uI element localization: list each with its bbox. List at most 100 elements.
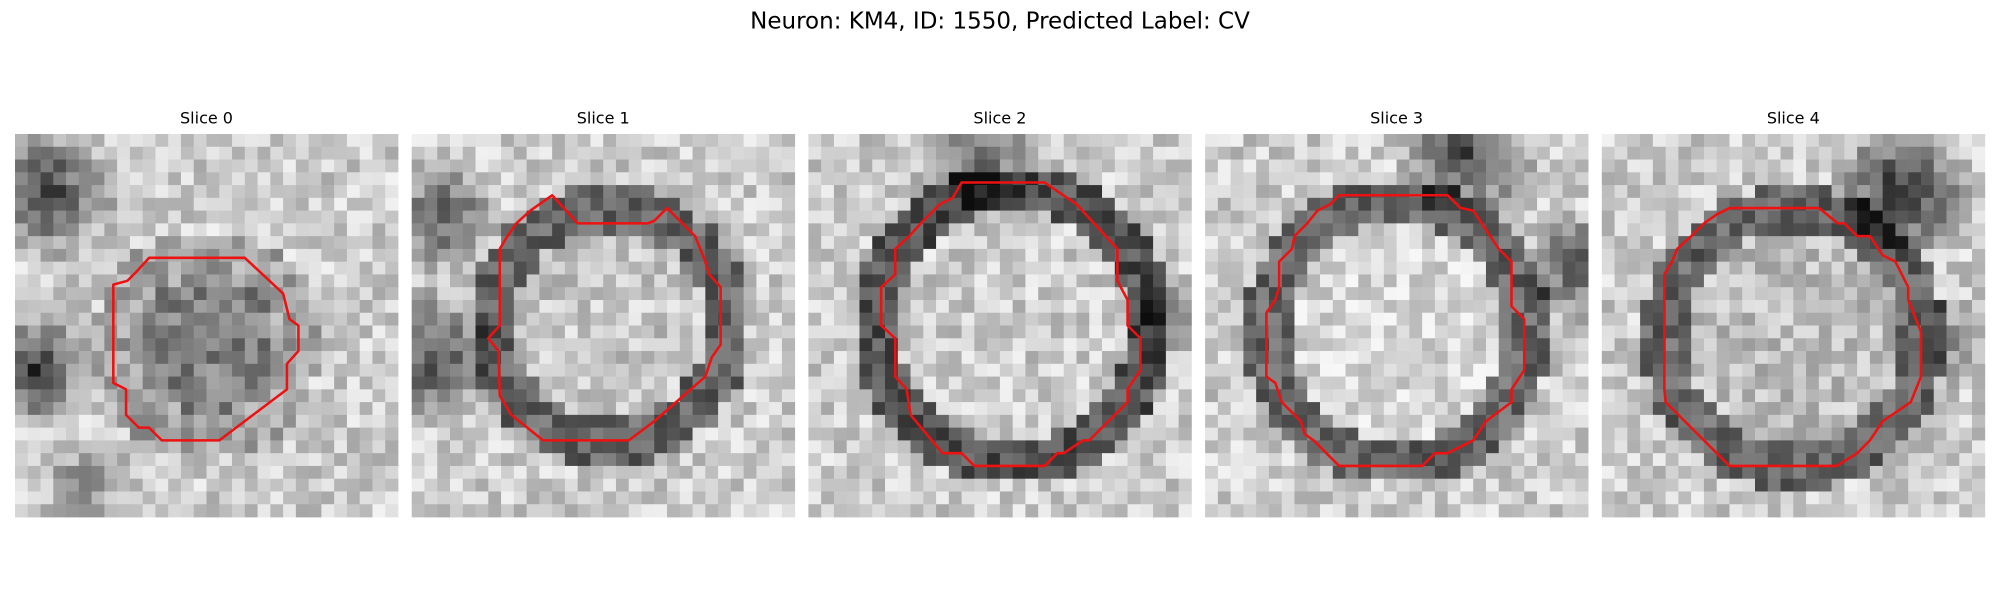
pixel — [539, 453, 553, 467]
pixel — [1678, 185, 1692, 199]
pixel — [1869, 363, 1884, 377]
pixel — [1025, 351, 1039, 365]
pixel — [129, 261, 144, 275]
pixel — [27, 287, 41, 301]
pixel — [1755, 185, 1769, 199]
pixel — [628, 197, 642, 211]
pixel — [667, 223, 681, 237]
pixel — [1780, 287, 1794, 301]
pixel — [577, 172, 591, 186]
pixel — [1383, 504, 1397, 518]
pixel — [936, 248, 950, 263]
pixel — [1691, 363, 1705, 377]
pixel — [859, 351, 873, 365]
pixel — [1012, 351, 1026, 365]
pixel — [885, 197, 899, 211]
pixel — [743, 465, 757, 480]
pixel — [206, 261, 220, 275]
pixel — [232, 376, 246, 390]
pixel — [1959, 312, 1973, 326]
pixel — [295, 440, 310, 454]
pixel — [232, 299, 246, 314]
pixel — [1307, 287, 1321, 301]
pixel — [1320, 287, 1334, 301]
pixel — [1089, 287, 1103, 301]
pixel — [1012, 274, 1026, 288]
pixel — [1217, 236, 1232, 250]
pixel — [1498, 453, 1512, 467]
pixel — [718, 491, 732, 505]
pixel — [1396, 197, 1410, 211]
pixel — [1089, 363, 1103, 377]
pixel — [1665, 146, 1679, 160]
pixel — [1307, 453, 1321, 467]
pixel — [1549, 236, 1563, 250]
pixel — [1153, 325, 1167, 339]
pixel — [321, 389, 335, 403]
pixel — [180, 504, 195, 518]
pixel — [437, 351, 451, 365]
pixel — [334, 376, 348, 390]
pixel — [1793, 465, 1807, 480]
pixel — [808, 172, 822, 186]
pixel — [117, 261, 131, 275]
pixel — [1205, 465, 1219, 480]
pixel — [910, 236, 924, 250]
pixel — [1575, 312, 1589, 326]
pixel — [1665, 236, 1679, 250]
pixel — [1102, 312, 1116, 326]
pixel — [539, 325, 553, 339]
pixel — [424, 440, 438, 454]
pixel — [1307, 274, 1321, 288]
pixel — [437, 465, 451, 480]
pixel — [821, 236, 835, 250]
pixel — [923, 414, 937, 429]
pixel — [193, 312, 207, 326]
pixel — [705, 453, 719, 467]
pixel — [833, 376, 848, 390]
pixel — [1473, 185, 1487, 199]
pixel — [1959, 274, 1973, 288]
pixel — [1716, 465, 1730, 480]
pixel — [961, 185, 975, 199]
pixel — [1076, 504, 1090, 518]
pixel — [948, 134, 962, 148]
pixel — [769, 312, 783, 326]
pixel — [641, 453, 655, 467]
contour — [879, 181, 1142, 468]
pixel — [1498, 440, 1512, 454]
pixel — [1537, 440, 1551, 454]
pixel — [91, 363, 105, 377]
pixel — [1089, 491, 1103, 505]
pixel — [437, 210, 451, 224]
pixel — [424, 159, 438, 173]
pixel — [756, 274, 770, 288]
pixel — [308, 197, 322, 211]
pixel — [1614, 376, 1628, 390]
pixel — [232, 172, 246, 186]
pixel — [475, 299, 489, 314]
pixel — [692, 504, 706, 518]
pixel — [872, 338, 886, 352]
pixel — [1946, 478, 1960, 492]
pixel — [1716, 312, 1730, 326]
pixel — [1601, 376, 1615, 390]
pixel — [1601, 146, 1615, 160]
pixel — [1691, 325, 1705, 339]
pixel — [257, 146, 271, 160]
pixel — [897, 440, 911, 454]
pixel — [295, 453, 310, 467]
pixel — [1575, 210, 1589, 224]
pixel — [872, 223, 886, 237]
pixel — [859, 185, 873, 199]
pixel — [1307, 134, 1321, 148]
pixel — [590, 363, 604, 377]
pixel — [730, 440, 745, 454]
pixel — [1562, 236, 1576, 250]
pixel — [1703, 159, 1718, 173]
pixel — [1383, 376, 1397, 390]
pixel — [1742, 402, 1756, 416]
pixel — [769, 453, 783, 467]
pixel — [1549, 376, 1563, 390]
pixel — [1498, 185, 1512, 199]
